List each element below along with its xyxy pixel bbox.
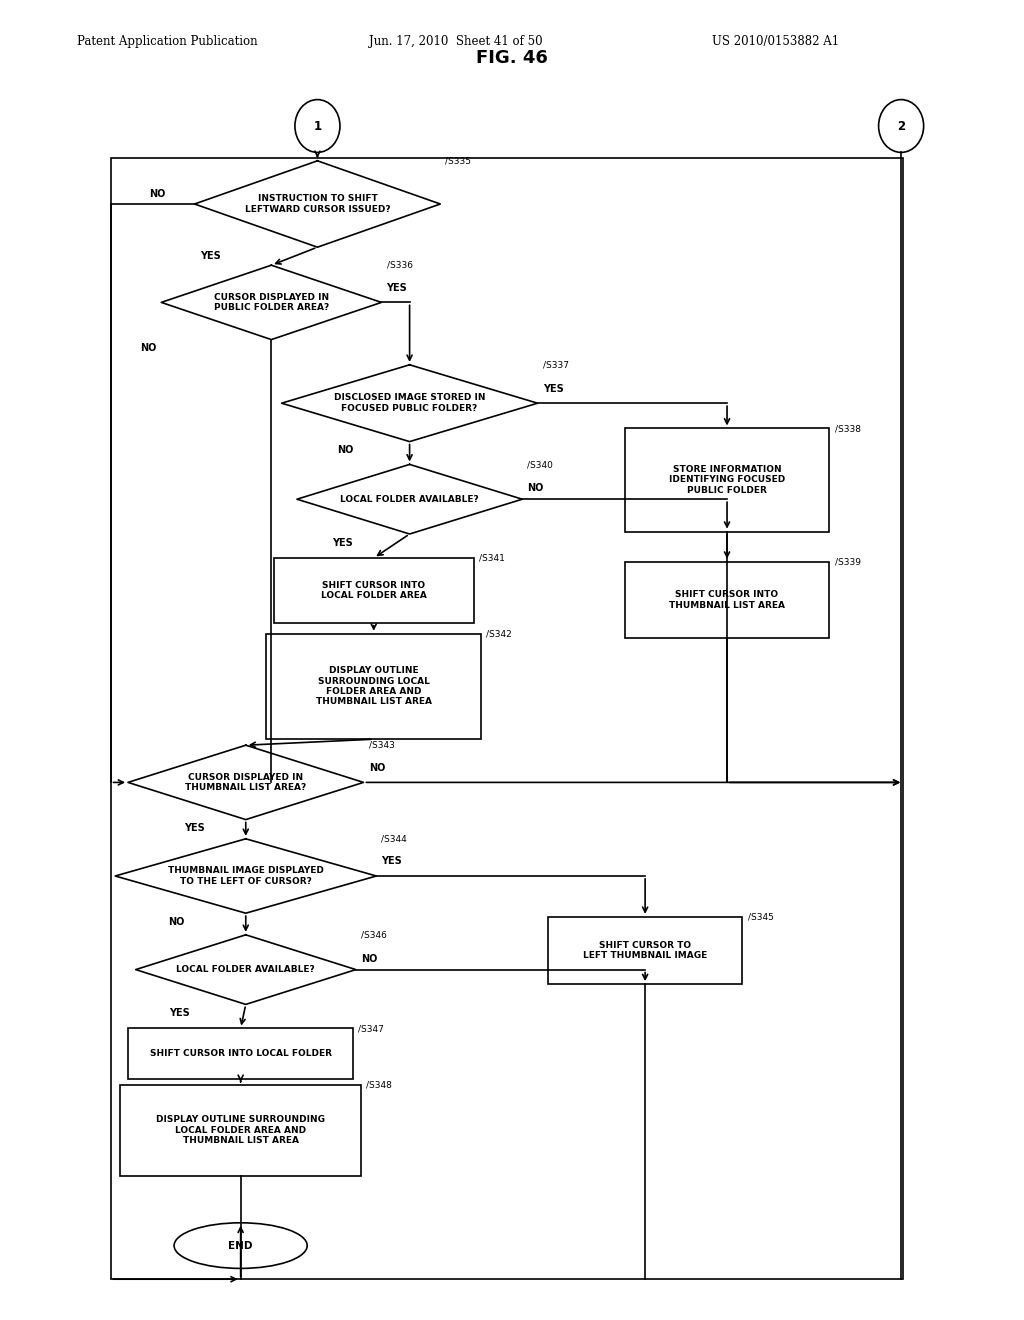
Bar [111, 158, 903, 1279]
Text: /S343: /S343 [369, 741, 394, 750]
Text: /S344: /S344 [381, 834, 408, 843]
Text: 2: 2 [897, 120, 905, 132]
Text: STORE INFORMATION
IDENTIFYING FOCUSED
PUBLIC FOLDER: STORE INFORMATION IDENTIFYING FOCUSED PU… [669, 465, 785, 495]
Bar [121, 1085, 360, 1176]
Text: YES: YES [333, 537, 353, 548]
Text: /S348: /S348 [367, 1081, 392, 1089]
Bar [548, 917, 742, 983]
Text: SHIFT CURSOR INTO LOCAL FOLDER: SHIFT CURSOR INTO LOCAL FOLDER [150, 1049, 332, 1059]
Text: NO: NO [369, 763, 385, 772]
Text: SHIFT CURSOR TO
LEFT THUMBNAIL IMAGE: SHIFT CURSOR TO LEFT THUMBNAIL IMAGE [583, 941, 708, 960]
Bar [625, 429, 829, 532]
Text: US 2010/0153882 A1: US 2010/0153882 A1 [712, 34, 839, 48]
Text: NO: NO [168, 917, 184, 927]
Bar [625, 561, 829, 639]
Text: Jun. 17, 2010  Sheet 41 of 50: Jun. 17, 2010 Sheet 41 of 50 [369, 34, 543, 48]
Text: /S340: /S340 [527, 461, 553, 469]
Text: YES: YES [169, 1008, 189, 1018]
Text: /S342: /S342 [486, 630, 512, 639]
Text: /S347: /S347 [358, 1024, 384, 1034]
Text: NO: NO [527, 483, 544, 494]
Text: /S338: /S338 [835, 424, 860, 433]
Text: YES: YES [387, 282, 408, 293]
Text: /S335: /S335 [445, 157, 471, 165]
Text: NO: NO [337, 445, 353, 455]
Text: NO: NO [150, 189, 166, 199]
Text: DISPLAY OUTLINE
SURROUNDING LOCAL
FOLDER AREA AND
THUMBNAIL LIST AREA: DISPLAY OUTLINE SURROUNDING LOCAL FOLDER… [315, 667, 432, 706]
Text: /S346: /S346 [360, 931, 387, 940]
Text: /S337: /S337 [543, 360, 568, 370]
Text: CURSOR DISPLAYED IN
PUBLIC FOLDER AREA?: CURSOR DISPLAYED IN PUBLIC FOLDER AREA? [214, 293, 329, 312]
Text: DISPLAY OUTLINE SURROUNDING
LOCAL FOLDER AREA AND
THUMBNAIL LIST AREA: DISPLAY OUTLINE SURROUNDING LOCAL FOLDER… [156, 1115, 326, 1146]
Text: THUMBNAIL IMAGE DISPLAYED
TO THE LEFT OF CURSOR?: THUMBNAIL IMAGE DISPLAYED TO THE LEFT OF… [168, 866, 324, 886]
Text: DISCLOSED IMAGE STORED IN
FOCUSED PUBLIC FOLDER?: DISCLOSED IMAGE STORED IN FOCUSED PUBLIC… [334, 393, 485, 413]
Text: YES: YES [184, 824, 205, 833]
Text: Patent Application Publication: Patent Application Publication [77, 34, 257, 48]
Bar [128, 1028, 353, 1078]
Text: /S339: /S339 [835, 557, 860, 566]
Text: INSTRUCTION TO SHIFT
LEFTWARD CURSOR ISSUED?: INSTRUCTION TO SHIFT LEFTWARD CURSOR ISS… [245, 194, 390, 214]
Text: NO: NO [140, 343, 157, 354]
Text: YES: YES [543, 384, 563, 393]
Text: /S336: /S336 [387, 261, 413, 271]
Text: SHIFT CURSOR INTO
THUMBNAIL LIST AREA: SHIFT CURSOR INTO THUMBNAIL LIST AREA [669, 590, 785, 610]
Text: CURSOR DISPLAYED IN
THUMBNAIL LIST AREA?: CURSOR DISPLAYED IN THUMBNAIL LIST AREA? [185, 772, 306, 792]
Text: /S341: /S341 [479, 554, 505, 562]
Text: END: END [228, 1241, 253, 1250]
Text: YES: YES [200, 251, 220, 261]
Text: FIG. 46: FIG. 46 [476, 49, 548, 66]
Text: YES: YES [381, 857, 402, 866]
Text: 1: 1 [313, 120, 322, 132]
Text: NO: NO [360, 953, 377, 964]
Text: LOCAL FOLDER AVAILABLE?: LOCAL FOLDER AVAILABLE? [176, 965, 315, 974]
Bar [266, 634, 481, 739]
Text: SHIFT CURSOR INTO
LOCAL FOLDER AREA: SHIFT CURSOR INTO LOCAL FOLDER AREA [321, 581, 427, 601]
Text: /S345: /S345 [748, 912, 773, 921]
Bar [273, 558, 473, 623]
Text: LOCAL FOLDER AVAILABLE?: LOCAL FOLDER AVAILABLE? [340, 495, 479, 504]
